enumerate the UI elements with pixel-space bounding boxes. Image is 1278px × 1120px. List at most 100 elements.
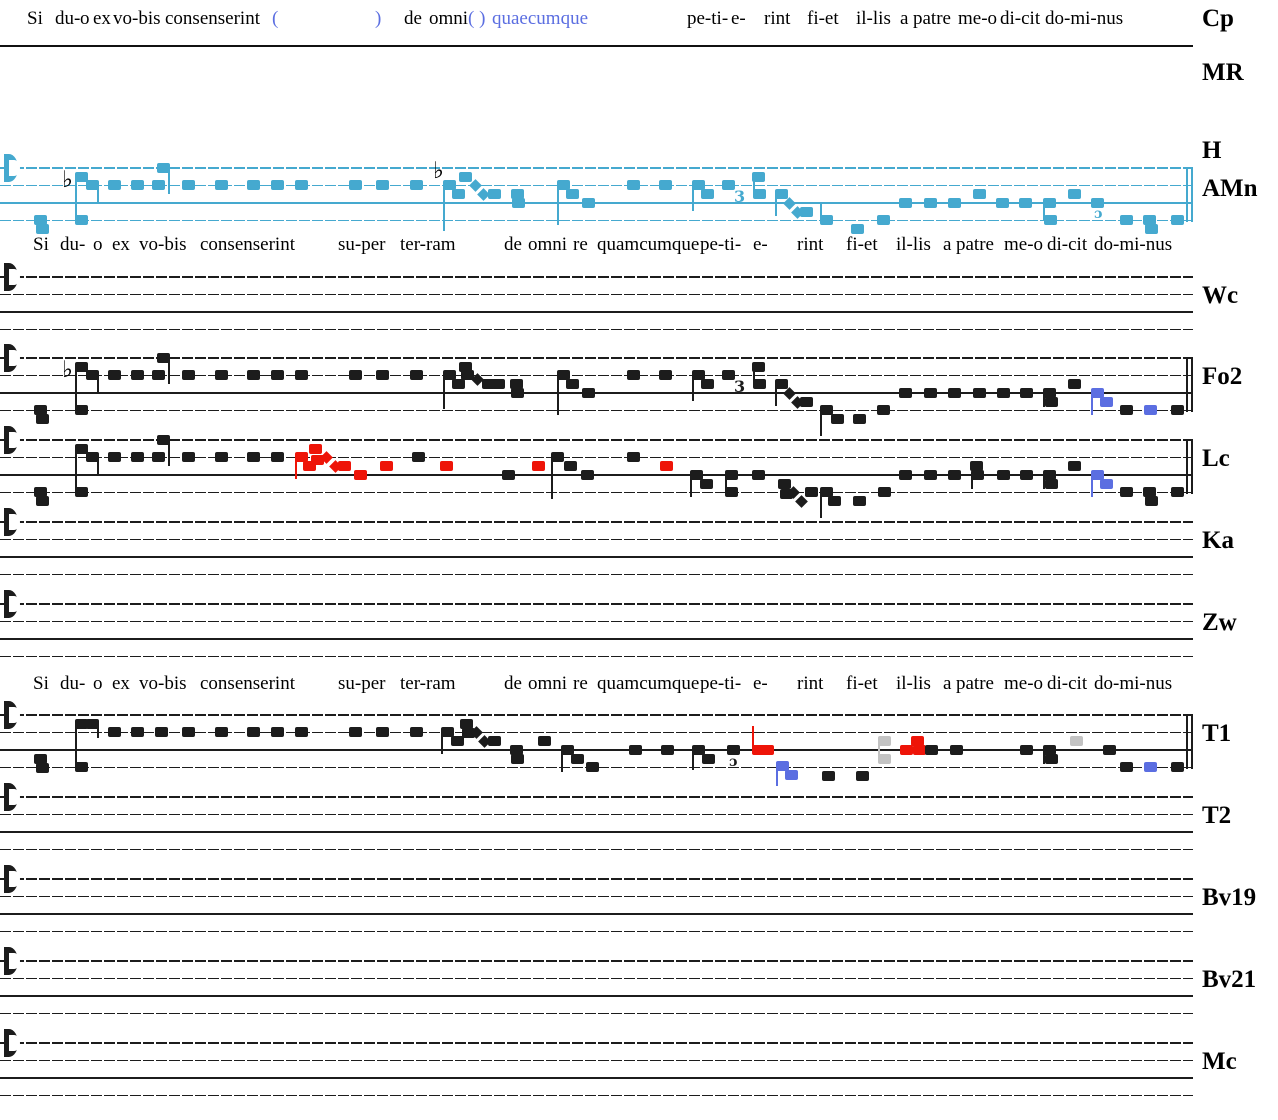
verse1-lyric-word: do-mi-nus [1094, 234, 1173, 255]
source-label-Bv19[interactable]: Bv19 [1202, 884, 1257, 911]
note [532, 461, 545, 471]
note [152, 180, 165, 190]
note-stem [820, 492, 822, 518]
note [1120, 405, 1133, 415]
staff-line [0, 813, 1193, 816]
cp-lyric-word: fi-et [807, 8, 839, 29]
source-label-Lc[interactable]: Lc [1202, 445, 1230, 472]
note [557, 180, 570, 190]
note [34, 215, 47, 225]
source-label-H[interactable]: H [1202, 137, 1222, 164]
staff-line [0, 848, 1193, 851]
note [1145, 224, 1158, 234]
note [75, 444, 88, 454]
note [182, 370, 195, 380]
note [157, 435, 170, 445]
note [878, 487, 891, 497]
source-label-T2[interactable]: T2 [1202, 802, 1232, 829]
note-stem [441, 732, 443, 754]
c-clef-icon [4, 154, 20, 182]
verse2-lyric-word: quamcumque [597, 673, 700, 694]
note [376, 180, 389, 190]
note [182, 452, 195, 462]
flat-sign: ♭ [62, 167, 73, 193]
note-stem [97, 457, 99, 475]
note-stem [97, 375, 99, 393]
staff-line [0, 995, 1193, 997]
source-label-AMn[interactable]: AMn [1202, 175, 1258, 202]
end-double-barline [1191, 714, 1193, 769]
verse2-lyric-word: fi-et [846, 673, 878, 694]
note [899, 388, 912, 398]
verse2-lyric-word: du- [60, 673, 86, 694]
source-label-Fo2[interactable]: Fo2 [1202, 363, 1243, 390]
note [451, 736, 464, 746]
cp-divider-rule [0, 45, 1193, 47]
note [36, 224, 49, 234]
verse2-lyric-word: o [93, 673, 103, 694]
c-clef-icon [4, 947, 20, 975]
note [1043, 470, 1056, 480]
source-label-Cp[interactable]: Cp [1202, 5, 1234, 32]
note [309, 444, 322, 454]
note [108, 727, 121, 737]
note [851, 224, 864, 234]
note [997, 388, 1010, 398]
note [800, 207, 813, 217]
note [452, 379, 465, 389]
note [692, 370, 705, 380]
staff-line [0, 439, 1193, 441]
note [1045, 479, 1058, 489]
note-stem [775, 384, 777, 406]
note [828, 496, 841, 506]
verse2-lyric-word: ter-ram [400, 673, 456, 694]
source-label-Zw[interactable]: Zw [1202, 609, 1237, 636]
note [1120, 487, 1133, 497]
flat-sign: ♭ [62, 357, 73, 383]
source-label-Bv21[interactable]: Bv21 [1202, 966, 1257, 993]
note [461, 370, 474, 380]
note [1020, 470, 1033, 480]
note [1068, 379, 1081, 389]
note [380, 461, 393, 471]
note [215, 370, 228, 380]
staff-line [0, 374, 1193, 377]
end-double-barline [1191, 357, 1193, 412]
verse1-lyric-word: consenserint [200, 234, 295, 255]
source-label-T1[interactable]: T1 [1202, 720, 1232, 747]
note [1120, 762, 1133, 772]
note-stem [75, 177, 77, 220]
note [492, 379, 505, 389]
note [349, 370, 362, 380]
verse2-lyric-word: de [504, 673, 522, 694]
note-stem [752, 726, 754, 750]
note [1068, 461, 1081, 471]
staff-line [0, 202, 1193, 204]
verse1-lyric-word: ter-ram [400, 234, 456, 255]
note [152, 452, 165, 462]
end-double-barline [1191, 439, 1193, 494]
note [1043, 198, 1056, 208]
c-clef-icon [4, 263, 20, 291]
note [996, 198, 1009, 208]
note-stem [1043, 203, 1045, 220]
source-label-Mc[interactable]: Mc [1202, 1048, 1237, 1075]
note [722, 180, 735, 190]
staff-line [0, 328, 1193, 331]
source-label-MR[interactable]: MR [1202, 59, 1244, 86]
note [155, 727, 168, 737]
note [460, 719, 473, 729]
note [1171, 762, 1184, 772]
verse2-lyric-word: rint [797, 673, 824, 694]
note [752, 745, 765, 755]
source-label-Wc[interactable]: Wc [1202, 282, 1239, 309]
note [924, 470, 937, 480]
note [853, 496, 866, 506]
cp-lyric-word: omni [429, 8, 469, 29]
note-stem [1043, 393, 1045, 407]
source-label-Ka[interactable]: Ka [1202, 527, 1234, 554]
note [1171, 487, 1184, 497]
verse1-lyric-word: vo-bis [139, 234, 187, 255]
note [997, 470, 1010, 480]
verse1-lyric-word: re [573, 234, 588, 255]
